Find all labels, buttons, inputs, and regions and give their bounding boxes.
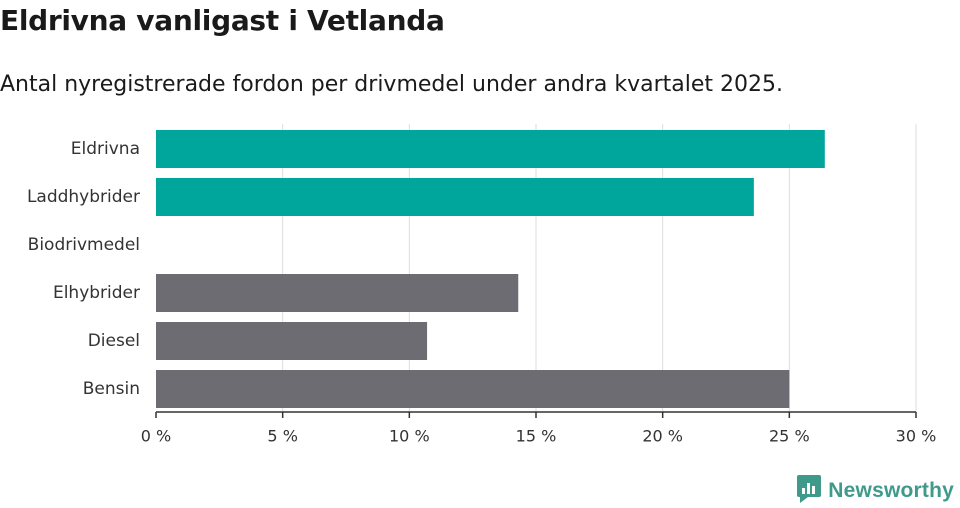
category-label: Eldrivna — [71, 139, 140, 159]
brand-name: Newsworthy — [828, 479, 954, 502]
bar-eldrivna — [156, 130, 825, 168]
x-tick-label: 30 % — [896, 427, 937, 446]
category-label: Biodrivmedel — [28, 235, 140, 255]
brand-logo[interactable]: Newsworthy — [796, 474, 954, 508]
category-label: Bensin — [83, 379, 140, 399]
bar-bensin — [156, 370, 790, 408]
bar-chart: Eldrivna Laddhybrider Biodrivmedel Elhybrid… — [27, 124, 937, 446]
chart-subtitle: Antal nyregistrerade fordon per drivmede… — [0, 72, 783, 97]
newsworthy-logo-icon — [796, 474, 822, 508]
category-label: Diesel — [88, 331, 140, 351]
x-tick-label: 25 % — [769, 427, 810, 446]
x-tick-label: 0 % — [141, 427, 171, 446]
bar-laddhybrider — [156, 178, 754, 216]
x-tick-label: 5 % — [267, 427, 297, 446]
bar-diesel — [156, 322, 428, 360]
bar-elhybrider — [156, 274, 519, 312]
category-label: Laddhybrider — [27, 187, 140, 207]
category-label: Elhybrider — [53, 283, 140, 303]
x-tick-label: 15 % — [516, 427, 557, 446]
chart-title: Eldrivna vanligast i Vetlanda — [0, 4, 445, 37]
x-tick-label: 20 % — [642, 427, 683, 446]
x-tick-label: 10 % — [389, 427, 430, 446]
